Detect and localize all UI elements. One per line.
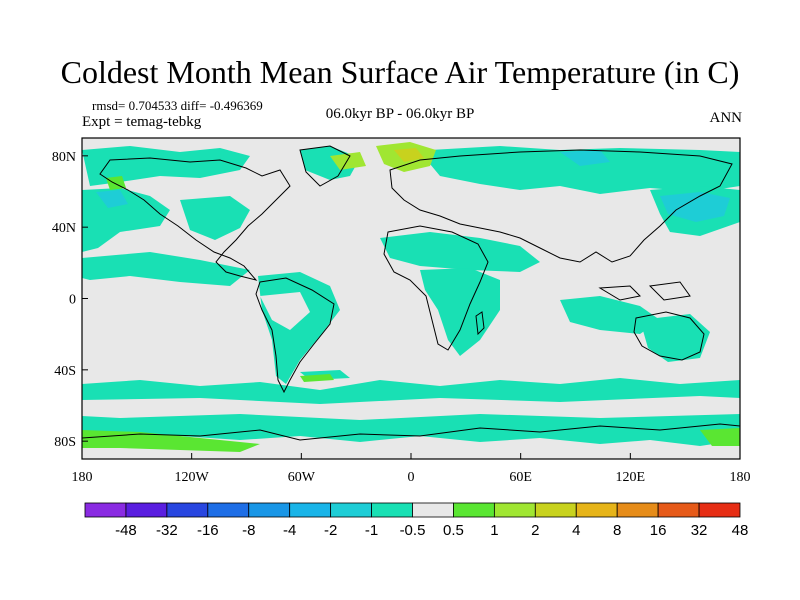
colorbar-swatch bbox=[616, 502, 659, 518]
colorbar-swatch bbox=[84, 502, 127, 518]
colorbar-swatch bbox=[493, 502, 536, 518]
colorbar-label: 4 bbox=[572, 522, 580, 539]
coastlines bbox=[82, 145, 740, 441]
colorbar-swatch bbox=[289, 502, 332, 518]
anomaly-regions-warm bbox=[82, 142, 740, 452]
colorbar-label: 8 bbox=[613, 522, 621, 539]
x-axis: 180 120W 60W 0 60E 120E 180 bbox=[72, 453, 751, 485]
y-tick-label: 80N bbox=[52, 150, 76, 165]
colorbar-label: 1 bbox=[490, 522, 498, 539]
neutral-gaps bbox=[82, 292, 740, 420]
colorbar-label: -2 bbox=[324, 522, 337, 539]
colorbar-swatch bbox=[453, 502, 495, 518]
colorbar-label: -32 bbox=[156, 522, 178, 539]
colorbar-swatch bbox=[166, 502, 209, 518]
y-tick-label: 0 bbox=[69, 293, 76, 308]
colorbar-label: -8 bbox=[242, 522, 255, 539]
x-tick-label: 180 bbox=[72, 470, 93, 485]
y-tick-label: 80S bbox=[54, 435, 76, 450]
y-tick-label: 40S bbox=[54, 364, 76, 379]
colorbar-swatch bbox=[698, 502, 741, 518]
x-tick-label: 60E bbox=[509, 470, 532, 485]
anomaly-regions-teal bbox=[82, 146, 740, 446]
x-tick-label: 120W bbox=[175, 470, 210, 485]
colorbar-swatch bbox=[534, 502, 577, 518]
colorbar-label: -0.5 bbox=[400, 522, 426, 539]
experiment-label: Expt = temag-tebkg bbox=[82, 114, 202, 130]
y-tick-label: 40N bbox=[52, 221, 76, 236]
colorbar-label: -16 bbox=[197, 522, 219, 539]
period-label: 06.0kyr BP - 06.0kyr BP bbox=[325, 106, 475, 122]
colorbar-swatch bbox=[412, 502, 454, 518]
colorbar-swatch bbox=[125, 502, 168, 518]
colorbar-label: 32 bbox=[691, 522, 708, 539]
page-title: Coldest Month Mean Surface Air Temperatu… bbox=[60, 54, 740, 90]
colorbar-label: 48 bbox=[732, 522, 749, 539]
x-tick-label: 60W bbox=[288, 470, 316, 485]
x-tick-label: 180 bbox=[730, 470, 751, 485]
colorbar-swatch bbox=[371, 502, 413, 518]
colorbar-label: -1 bbox=[365, 522, 378, 539]
colorbar-swatch bbox=[330, 502, 372, 518]
rmsd-stats-label: rmsd= 0.704533 diff= -0.496369 bbox=[92, 98, 263, 113]
colorbar: -48 -32 -16 -8 -4 -2 -1 -0.5 0.5 1 2 4 8 16 32 48 bbox=[84, 502, 749, 539]
colorbar-swatch bbox=[575, 502, 618, 518]
colorbar-label: 2 bbox=[531, 522, 539, 539]
colorbar-swatch bbox=[207, 502, 250, 518]
colorbar-swatch bbox=[248, 502, 291, 518]
season-label: ANN bbox=[709, 110, 743, 126]
anomaly-regions-blue bbox=[96, 150, 730, 222]
colorbar-label: 0.5 bbox=[443, 522, 464, 539]
colorbar-label: -4 bbox=[283, 522, 296, 539]
colorbar-label: 16 bbox=[650, 522, 667, 539]
y-axis: 80N 40N 0 40S 80S bbox=[52, 150, 88, 450]
colorbar-label: -48 bbox=[115, 522, 137, 539]
x-tick-label: 0 bbox=[408, 470, 415, 485]
x-tick-label: 120E bbox=[616, 470, 646, 485]
anomaly-field bbox=[82, 142, 740, 452]
colorbar-swatch bbox=[657, 502, 700, 518]
